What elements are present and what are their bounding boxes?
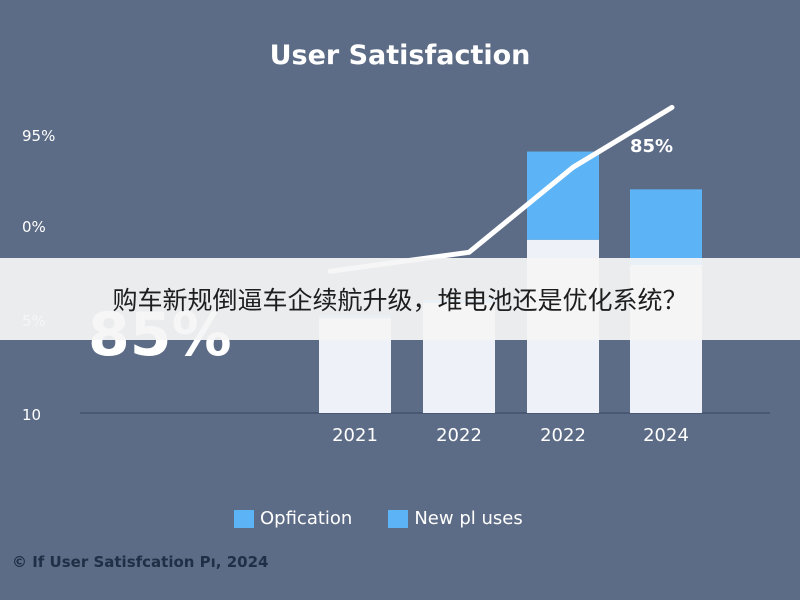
bar-segment-blue [630,189,702,265]
x-tick-label: 2022 [436,425,482,446]
line-end-label: 85% [630,136,674,157]
legend: Opfication New pl uses [234,508,523,529]
legend-item: New pl uses [388,508,523,529]
chart-title: User Satisfaction [269,40,531,71]
legend-item: Opfication [234,508,352,529]
footer-caption: © If User Satisfcation Pı, 2024 [12,553,269,571]
y-tick-label: 10 [22,406,42,424]
trend-line [327,104,675,274]
legend-label: New pl uses [414,508,523,529]
x-tick-label: 2024 [643,425,689,446]
y-tick-label: 0% [22,218,46,236]
banner-text: 购车新规倒逼车企续航升级，堆电池还是优化系统？ [112,286,688,315]
y-tick-label: 95% [22,127,56,145]
legend-label: Opfication [260,508,353,529]
x-tick-label: 2022 [540,425,586,446]
headline-banner: 购车新规倒逼车企续航升级，堆电池还是优化系统？ [0,258,800,340]
x-tick-label: 2021 [332,425,378,446]
legend-swatch [234,509,254,528]
legend-swatch [388,509,409,528]
